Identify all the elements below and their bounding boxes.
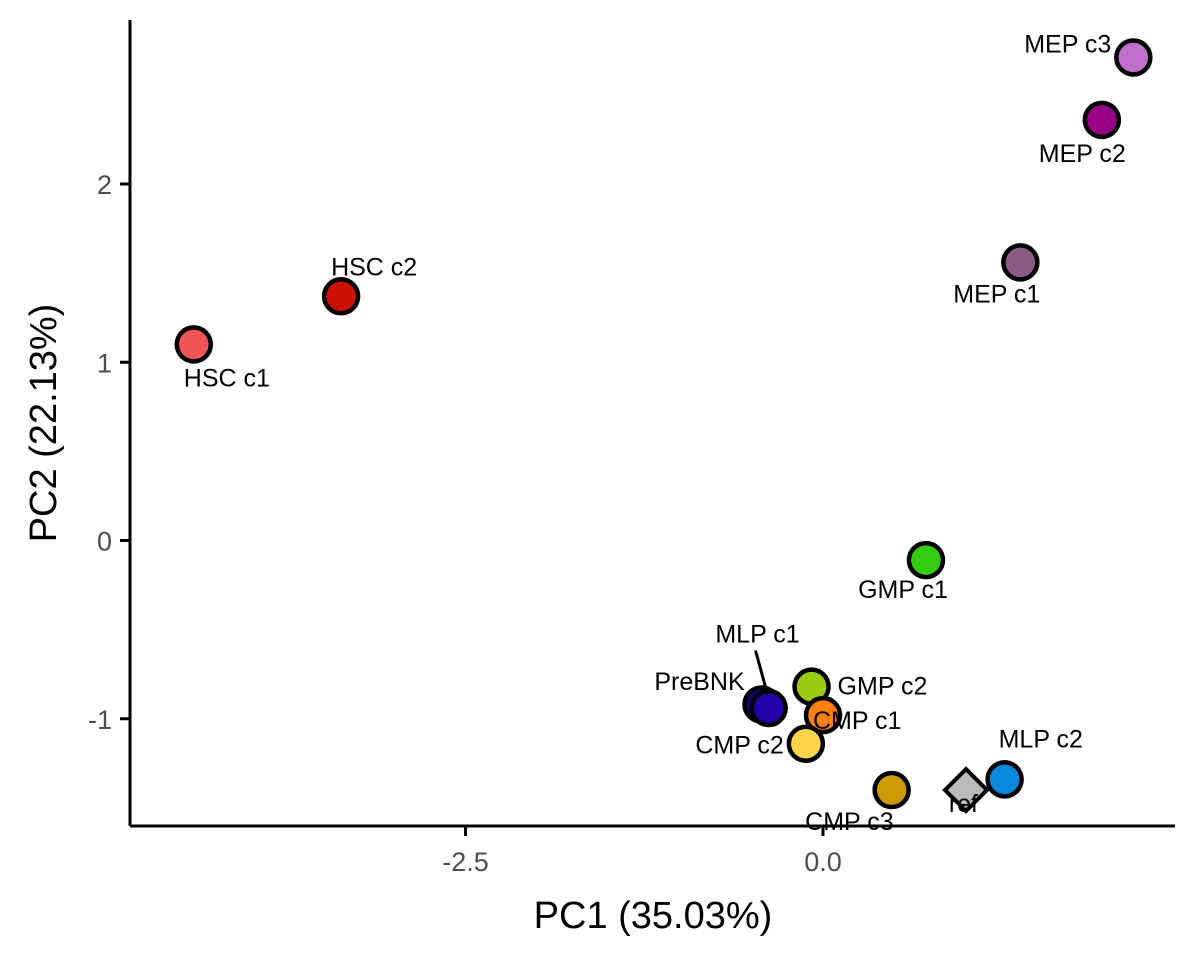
label-gmp-c2: GMP c2: [838, 673, 928, 701]
point-hsc-c1: [174, 325, 214, 364]
label-ref: ref: [949, 790, 978, 818]
point-ref: [942, 766, 990, 814]
x-tick-label: 0.0: [804, 847, 842, 877]
data-points: [174, 38, 1153, 814]
point-prebnk: [749, 688, 788, 728]
point-gmp-c1: [906, 540, 946, 580]
point-cmp-c3: [872, 770, 911, 810]
y-tick-label: 0: [97, 527, 112, 557]
label-prebnk: PreBNK: [654, 668, 745, 696]
x-tick-label: -2.5: [442, 847, 489, 877]
label-cmp-c2: CMP c2: [695, 732, 783, 760]
label-mlp-c2: MLP c2: [999, 725, 1083, 753]
point-cmp-c2: [786, 724, 826, 763]
label-hsc-c2: HSC c2: [331, 253, 417, 281]
point-hsc-c2: [321, 277, 361, 316]
label-callouts: [754, 650, 769, 695]
point-labels: HSC c1 HSC c2 MEP c1 MEP c2 MEP c3 GMP c1 GMP …: [184, 30, 1126, 836]
axis-ticks: -2.5 0.0 -1 0 1 2: [88, 170, 842, 877]
y-tick-label: -1: [88, 705, 112, 735]
point-mlp-c2: [985, 760, 1024, 799]
callout-line-mlp-c1: [754, 650, 769, 695]
point-mep-c2: [1082, 100, 1122, 140]
y-tick-label: 2: [97, 170, 112, 200]
label-mep-c2: MEP c2: [1039, 140, 1126, 168]
point-mep-c1: [1001, 243, 1040, 282]
label-mep-c1: MEP c1: [953, 280, 1040, 308]
point-mep-c3: [1114, 38, 1153, 77]
label-hsc-c1: HSC c1: [184, 364, 270, 392]
axes: [128, 20, 1175, 828]
x-axis-title: PC1 (35.03%): [534, 895, 773, 937]
label-cmp-c3: CMP c3: [805, 808, 893, 836]
label-mlp-c1: MLP c1: [715, 620, 799, 648]
label-cmp-c1: CMP c1: [813, 707, 901, 735]
point-cmp-c1: [803, 695, 843, 735]
label-mep-c3: MEP c3: [1024, 30, 1111, 58]
y-tick-label: 1: [97, 348, 112, 378]
y-axis-title: PC2 (22.13%): [23, 304, 65, 543]
label-gmp-c1: GMP c1: [858, 576, 948, 604]
